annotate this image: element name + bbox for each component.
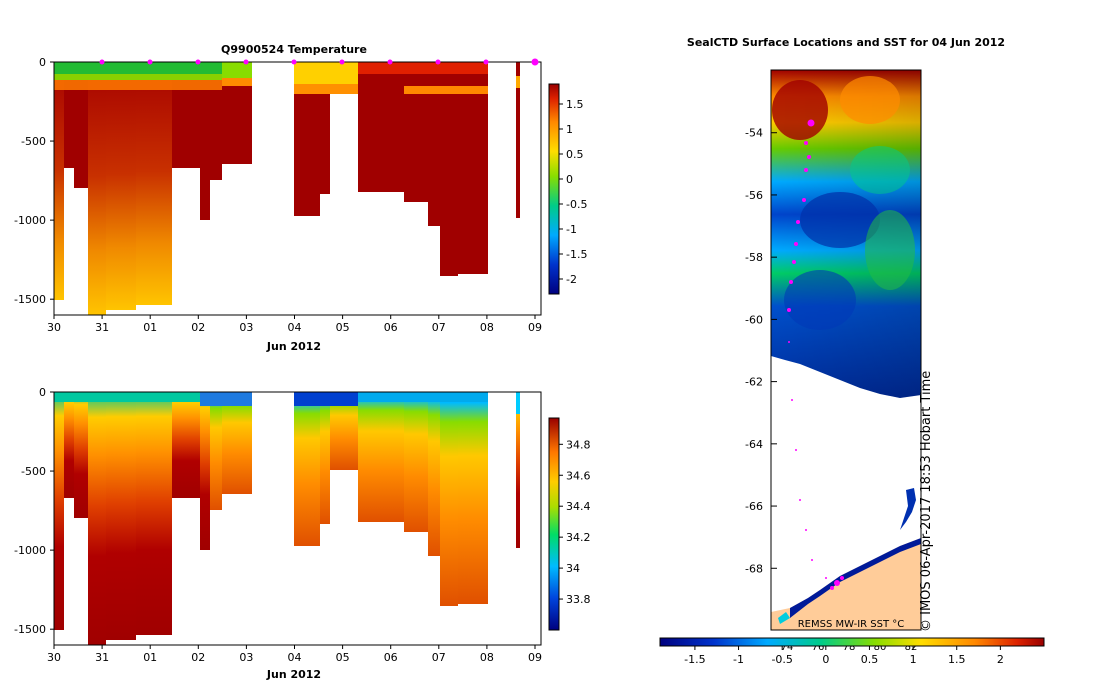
x-tick-label: 30 [47,651,61,664]
coastal-sst-band [790,538,921,618]
colorbar-tick-label: -1.5 [566,248,587,261]
x-tick-label: 30 [47,321,61,334]
y-tick-label: -1000 [14,214,46,227]
x-tick-label: 07 [432,651,446,664]
x-tick-label: 08 [480,321,494,334]
temperature-data-field [54,62,520,315]
colorbar-tick-label: 34.4 [566,500,591,513]
sst-colorbar-tick-label: 0 [822,653,829,666]
y-tick-label: 0 [39,56,46,69]
sst-colorbar [659,637,1045,647]
x-tick-label: 01 [143,321,157,334]
colorbar-tick-label: 0 [566,173,573,186]
antarctica-land [771,538,921,630]
temperature-y-axis: 0 -500 -1000 -1500 [14,56,54,306]
x-tick-label: 06 [384,651,398,664]
x-tick-label: 06 [384,321,398,334]
x-tick-label: 05 [336,651,350,664]
temperature-section-plot: Q9900524 Temperature [14,43,587,353]
salinity-section-plot: 0 -500 -1000 -1500 30 31 01 02 03 04 05 06 07 08 09 J… [14,386,590,681]
lon-tick-label: 80 [874,642,887,653]
sst-map-title: SealCTD Surface Locations and SST for 04… [687,36,1005,49]
sst-colorbar-tick-label: 0.5 [861,653,879,666]
lat-tick-label: -66 [745,500,763,513]
temperature-colorbar [548,83,560,295]
x-tick-label: 03 [239,651,253,664]
lat-tick-label: -54 [745,127,763,140]
colorbar-tick-label: -2 [566,273,577,286]
x-tick-label: 31 [95,321,109,334]
temperature-colorbar-ticks: 1.5 1 0.5 0 -0.5 -1 -1.5 -2 [559,98,587,286]
colorbar-tick-label: 1 [566,123,573,136]
salinity-data-field [54,392,520,645]
x-tick-label: 04 [288,321,302,334]
salinity-colorbar [548,417,560,631]
sst-colorbar-tick-label: 1.5 [948,653,966,666]
salinity-y-axis: 0 -500 -1000 -1500 [14,386,54,636]
x-tick-label: 05 [336,321,350,334]
y-tick-label: -500 [21,135,46,148]
lat-tick-label: -56 [745,189,763,202]
x-tick-label: 09 [528,321,542,334]
sst-colorbar-tick-label: 1 [910,653,917,666]
colorbar-tick-label: -1 [566,223,577,236]
x-tick-label: 09 [528,651,542,664]
lon-tick-label: 82 [905,642,918,653]
lat-tick-label: -60 [745,313,763,326]
lat-tick-label: -64 [745,438,763,451]
seal-track-points [787,119,844,590]
temperature-x-axis: 30 31 01 02 03 04 05 06 07 08 09 [47,315,542,334]
y-tick-label: -1000 [14,544,46,557]
x-tick-label: 07 [432,321,446,334]
sst-map-latitude-axis: -54 -56 -58 -60 -62 -64 -66 -68 [745,127,777,575]
colorbar-tick-label: 1.5 [566,98,584,111]
imos-credit: © IMOS 06-Apr-2017 18:53 Hobart Time [919,371,934,632]
colorbar-tick-label: 34 [566,562,580,575]
sst-colorbar-tick-label: 2 [997,653,1004,666]
sst-source-label: REMSS MW-IR SST °C [798,619,905,630]
colorbar-tick-label: -0.5 [566,198,587,211]
colorbar-tick-label: 34.2 [566,531,591,544]
sst-colorbar-tick-label: -1.5 [684,653,705,666]
lat-tick-label: -58 [745,251,763,264]
profile-markers [99,58,539,66]
lon-tick-label: 74 [781,642,794,653]
sst-map: SealCTD Surface Locations and SST for 04… [659,36,1045,666]
lon-tick-label: 76 [812,642,825,653]
sst-map-longitude-ticks: 74 76 78 80 82 [781,642,918,653]
y-tick-label: -1500 [14,623,46,636]
y-tick-label: -1500 [14,293,46,306]
y-tick-label: -500 [21,465,46,478]
lat-tick-label: -68 [745,562,763,575]
salinity-x-axis: 30 31 01 02 03 04 05 06 07 08 09 [47,645,542,664]
x-tick-label: 03 [239,321,253,334]
colorbar-tick-label: 34.8 [566,438,591,451]
temperature-plot-title: Q9900524 Temperature [221,43,367,56]
temperature-x-axis-label: Jun 2012 [266,340,321,353]
y-tick-label: 0 [39,386,46,399]
x-tick-label: 31 [95,651,109,664]
x-tick-label: 02 [191,321,205,334]
x-tick-label: 01 [143,651,157,664]
salinity-colorbar-ticks: 34.8 34.6 34.4 34.2 34 33.8 [559,438,591,606]
colorbar-tick-label: 34.6 [566,469,591,482]
x-tick-label: 04 [288,651,302,664]
sst-colorbar-ticks: -1.5 -1 -0.5 0 0.5 1 1.5 2 [684,646,1004,666]
colorbar-tick-label: 0.5 [566,148,584,161]
sst-colorbar-tick-label: -1 [733,653,744,666]
sst-colorbar-tick-label: -0.5 [771,653,792,666]
x-tick-label: 02 [191,651,205,664]
lon-tick-label: 78 [843,642,856,653]
salinity-x-axis-label: Jun 2012 [266,668,321,681]
lat-tick-label: -62 [745,376,763,389]
x-tick-label: 08 [480,651,494,664]
colorbar-tick-label: 33.8 [566,593,591,606]
